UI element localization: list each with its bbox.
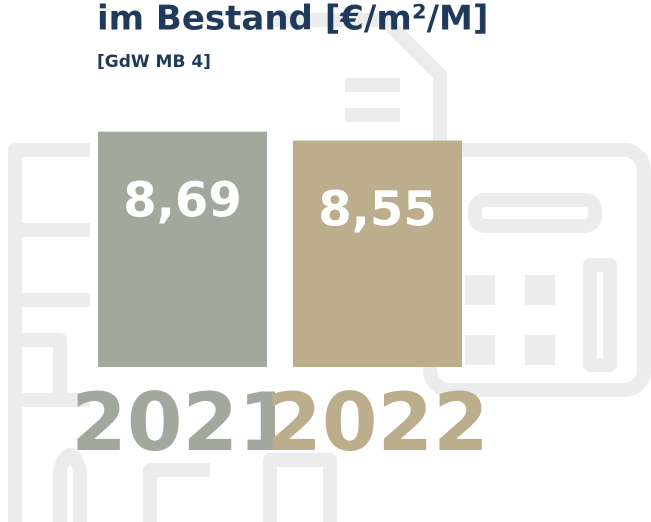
bar — [293, 141, 462, 367]
calculator-key — [590, 265, 610, 365]
building-icon — [150, 460, 330, 522]
x-tick-label: 2021 — [71, 376, 294, 469]
x-tick-label: 2022 — [266, 376, 489, 469]
value-label: 8,55 — [318, 182, 436, 238]
calculator-key — [465, 335, 495, 365]
calculator-key — [525, 275, 555, 305]
bar — [98, 132, 267, 367]
calculator-key — [465, 275, 495, 305]
chart: im Bestand [€/m²/M] [GdW MB 4] 8,69 2021 8… — [0, 0, 651, 522]
value-label: 8,69 — [123, 173, 241, 229]
calculator-key — [525, 335, 555, 365]
chart-subtitle: [GdW MB 4] — [97, 52, 211, 72]
chart-title: im Bestand [€/m²/M] — [97, 0, 488, 39]
calculator-display — [475, 200, 595, 226]
